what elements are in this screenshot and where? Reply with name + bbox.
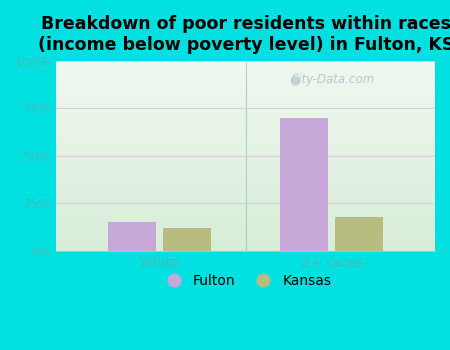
Title: Breakdown of poor residents within races
(income below poverty level) in Fulton,: Breakdown of poor residents within races… [37, 15, 450, 54]
Bar [108, 222, 156, 251]
Text: ●: ● [289, 74, 300, 86]
Text: City-Data.com: City-Data.com [291, 74, 375, 86]
Legend: Fulton, Kansas: Fulton, Kansas [154, 268, 338, 293]
Bar [335, 217, 383, 251]
Bar [163, 228, 212, 251]
Bar [280, 118, 328, 251]
